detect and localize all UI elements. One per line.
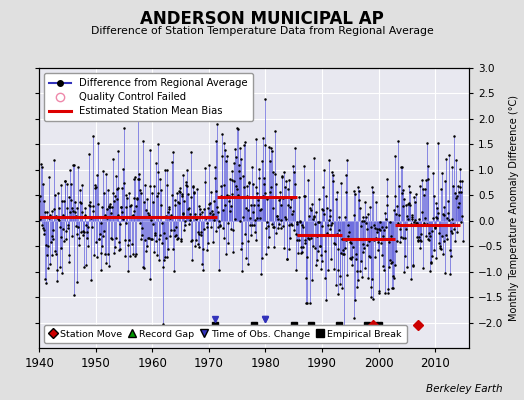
- Text: Difference of Station Temperature Data from Regional Average: Difference of Station Temperature Data f…: [91, 26, 433, 36]
- Text: Berkeley Earth: Berkeley Earth: [427, 384, 503, 394]
- Y-axis label: Monthly Temperature Anomaly Difference (°C): Monthly Temperature Anomaly Difference (…: [509, 95, 519, 321]
- Legend: Station Move, Record Gap, Time of Obs. Change, Empirical Break: Station Move, Record Gap, Time of Obs. C…: [44, 325, 407, 343]
- Text: ANDERSON MUNICIPAL AP: ANDERSON MUNICIPAL AP: [140, 10, 384, 28]
